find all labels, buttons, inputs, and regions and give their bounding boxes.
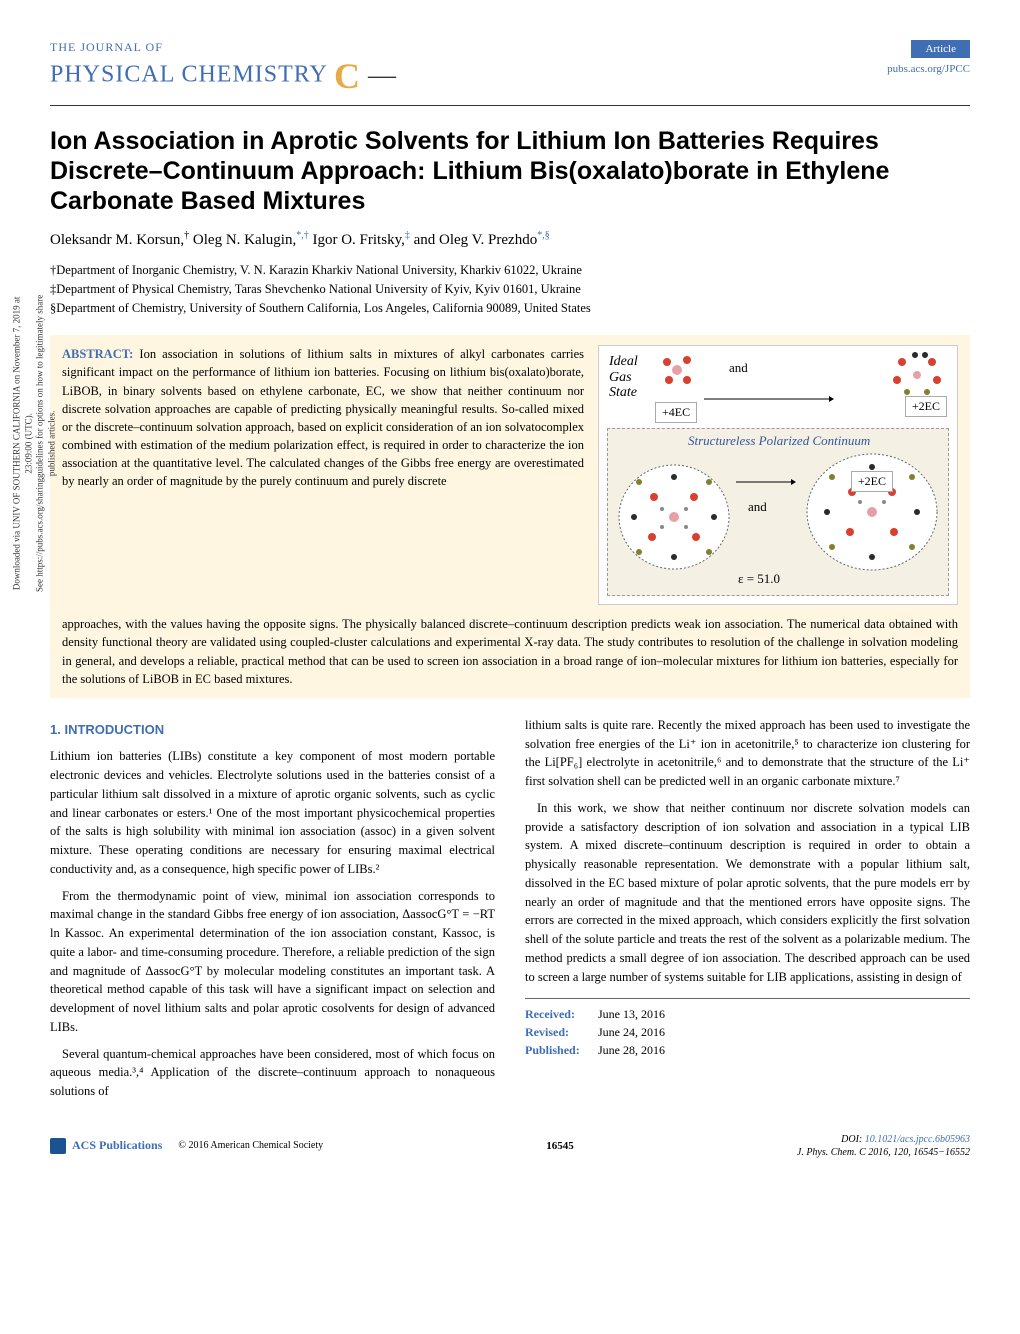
- column-left: 1. INTRODUCTION Lithium ion batteries (L…: [50, 716, 495, 1109]
- abstract-part2: approaches, with the values having the o…: [62, 617, 958, 685]
- journal-name-block: THE JOURNAL OF PHYSICAL CHEMISTRY C —: [50, 40, 397, 97]
- journal-name-text: PHYSICAL CHEMISTRY: [50, 62, 327, 88]
- received-label: Received:: [525, 1005, 595, 1023]
- column-right: lithium salts is quite rare. Recently th…: [525, 716, 970, 1109]
- doi-label: DOI:: [841, 1134, 862, 1145]
- section-1-heading: 1. INTRODUCTION: [50, 720, 495, 740]
- authors: Oleksandr M. Korsun,† Oleg N. Kalugin,*,…: [50, 230, 970, 249]
- copyright-text: © 2016 American Chemical Society: [178, 1140, 323, 1151]
- fig-and-1: and: [729, 360, 748, 376]
- download-note-line2: See https://pubs.acs.org/sharingguidelin…: [35, 295, 57, 592]
- molecule-top-right: [887, 350, 947, 400]
- footer-right: DOI: 10.1021/acs.jpcc.6b05963 J. Phys. C…: [797, 1133, 970, 1159]
- download-note: Downloaded via UNIV OF SOUTHERN CALIFORN…: [12, 293, 59, 593]
- citation-text: J. Phys. Chem. C 2016, 120, 16545−16552: [797, 1147, 970, 1158]
- affiliation-2: ‡Department of Physical Chemistry, Taras…: [50, 280, 970, 299]
- intro-p3: Several quantum-chemical approaches have…: [50, 1045, 495, 1101]
- journal-header: THE JOURNAL OF PHYSICAL CHEMISTRY C — Ar…: [50, 40, 970, 106]
- revised-date: June 24, 2016: [598, 1025, 665, 1039]
- body-columns: 1. INTRODUCTION Lithium ion batteries (L…: [50, 716, 970, 1109]
- download-note-line1: Downloaded via UNIV OF SOUTHERN CALIFORN…: [12, 297, 34, 591]
- acs-logo-icon: [50, 1138, 66, 1154]
- abstract-label: ABSTRACT:: [62, 347, 133, 361]
- acs-publications-text: ACS Publications: [72, 1138, 162, 1153]
- abstract-part1: Ion association in solutions of lithium …: [62, 347, 584, 488]
- published-date: June 28, 2016: [598, 1043, 665, 1057]
- journal-url[interactable]: pubs.acs.org/JPCC: [887, 63, 970, 75]
- journal-dash: —: [368, 60, 397, 91]
- article-title: Ion Association in Aprotic Solvents for …: [50, 126, 970, 216]
- intro-p1: Lithium ion batteries (LIBs) constitute …: [50, 747, 495, 878]
- arrow-1: [704, 396, 834, 402]
- affiliation-3: §Department of Chemistry, University of …: [50, 299, 970, 318]
- fig-and-2: and: [748, 499, 767, 515]
- published-label: Published:: [525, 1041, 595, 1059]
- footer-left: ACS Publications © 2016 American Chemica…: [50, 1138, 323, 1154]
- intro-p4: lithium salts is quite rare. Recently th…: [525, 716, 970, 791]
- fig-plus2ec-1: +2EC: [905, 396, 947, 417]
- journal-name-bottom: PHYSICAL CHEMISTRY C —: [50, 55, 397, 97]
- journal-name-top: THE JOURNAL OF: [50, 40, 397, 55]
- dates-box: Received: June 13, 2016 Revised: June 24…: [525, 998, 970, 1059]
- fig-plus4ec: +4EC: [655, 402, 697, 423]
- intro-p2: From the thermodynamic point of view, mi…: [50, 887, 495, 1037]
- arrow-2: [736, 479, 796, 485]
- fig-plus2ec-2: +2EC: [851, 471, 893, 492]
- fig-epsilon: ε = 51.0: [738, 571, 780, 587]
- molecule-bot-right: [802, 447, 942, 577]
- received-row: Received: June 13, 2016: [525, 1005, 970, 1023]
- molecule-bot-left: [614, 457, 734, 577]
- page-footer: ACS Publications © 2016 American Chemica…: [50, 1133, 970, 1159]
- intro-p5: In this work, we show that neither conti…: [525, 799, 970, 987]
- header-right: Article pubs.acs.org/JPCC: [887, 40, 970, 75]
- abstract-text-bottom: approaches, with the values having the o…: [50, 615, 970, 698]
- published-row: Published: June 28, 2016: [525, 1041, 970, 1059]
- affiliations: †Department of Inorganic Chemistry, V. N…: [50, 261, 970, 317]
- footer-page-number: 16545: [546, 1140, 574, 1152]
- fig-ideal-gas: IdealGasState: [609, 354, 638, 400]
- revised-row: Revised: June 24, 2016: [525, 1023, 970, 1041]
- revised-label: Revised:: [525, 1023, 595, 1041]
- article-badge: Article: [911, 40, 970, 58]
- received-date: June 13, 2016: [598, 1007, 665, 1021]
- doi-link[interactable]: 10.1021/acs.jpcc.6b05963: [865, 1134, 970, 1145]
- affiliation-1: †Department of Inorganic Chemistry, V. N…: [50, 261, 970, 280]
- abstract-text-left: ABSTRACT: Ion association in solutions o…: [62, 345, 584, 605]
- abstract-container: ABSTRACT: Ion association in solutions o…: [50, 335, 970, 615]
- journal-letter: C: [334, 56, 361, 96]
- abstract-figure: IdealGasState and +4EC +2EC Structureles…: [598, 345, 958, 605]
- continuum-box: Structureless Polarized Continuum and: [607, 428, 949, 596]
- molecule-top-left: [659, 352, 699, 390]
